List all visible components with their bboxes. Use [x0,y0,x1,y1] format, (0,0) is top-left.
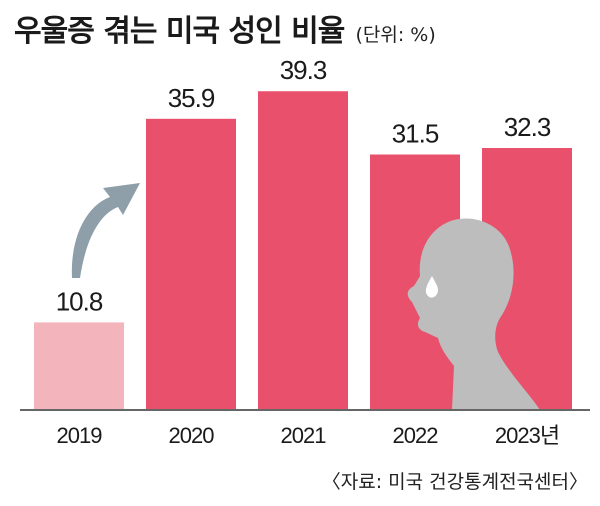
source-note: 〈자료: 미국 건강통계전국센터〉 [321,471,588,493]
x-tick-label-2022: 2022 [393,423,439,448]
x-tick-label-2019: 2019 [57,423,103,448]
x-tick-label-2020: 2020 [169,423,215,448]
value-label-2022: 31.5 [392,119,439,149]
sad-head-silhouette-icon [407,218,540,410]
value-label-2020: 35.9 [168,83,215,113]
trend-arrow-icon [71,183,140,278]
value-label-2019: 10.8 [56,286,103,316]
bar-2021 [258,91,348,410]
bar-2020 [146,118,236,411]
value-label-2023년: 32.3 [504,112,551,142]
unit-note: (단위: %) [355,24,436,46]
chart-title: 우울증 겪는 미국 성인 비율 [14,14,345,49]
value-label-2021: 39.3 [280,55,327,85]
bar-2019 [34,322,124,410]
x-tick-label-2021: 2021 [281,423,327,448]
x-tick-label-2023년: 2023년 [495,423,559,448]
chart-header: 우울증 겪는 미국 성인 비율 (단위: %) [14,6,436,50]
